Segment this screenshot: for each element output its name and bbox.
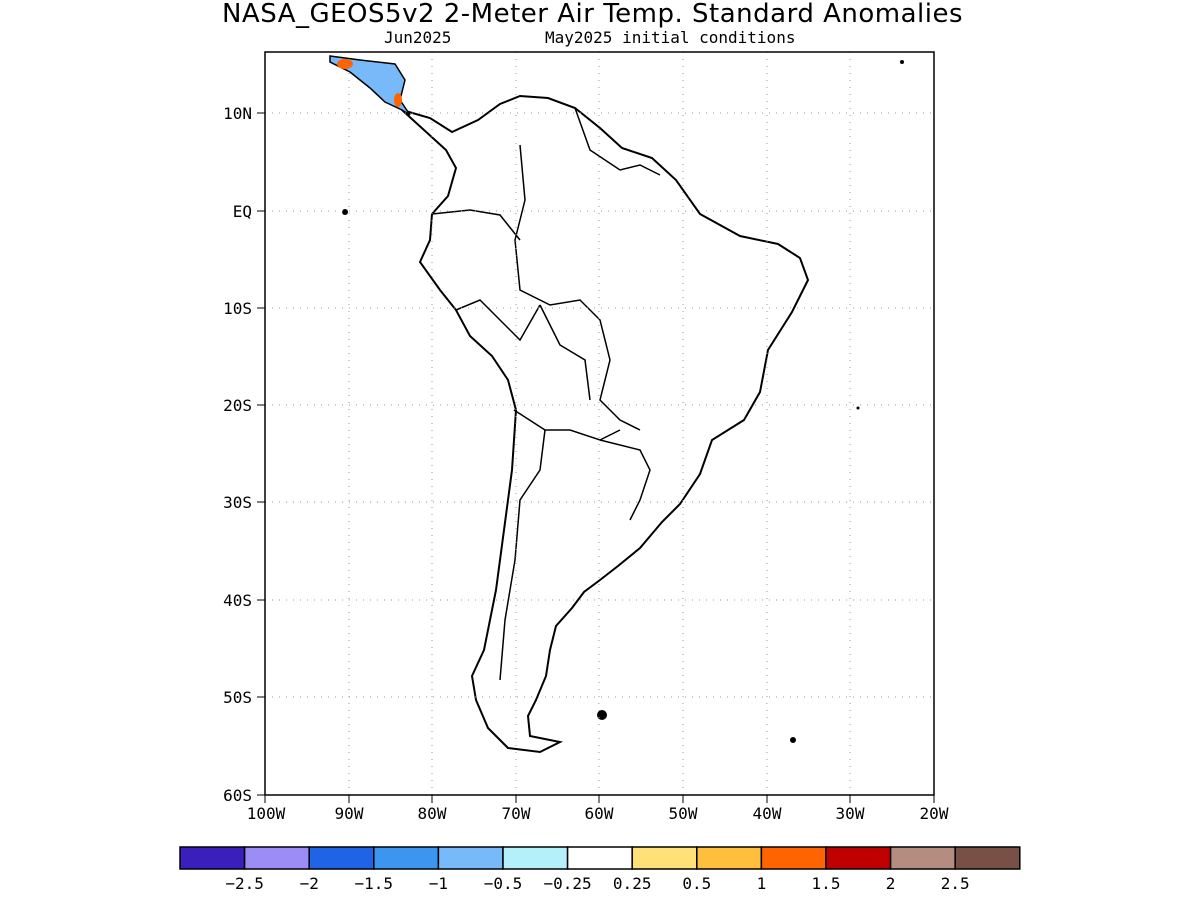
lat-label: 30S [223, 493, 252, 512]
map-area [265, 52, 934, 795]
central-america [329, 55, 411, 116]
lon-label: 80W [418, 804, 447, 823]
lat-label: 20S [223, 396, 252, 415]
legend-tick-label: 1.5 [812, 874, 841, 893]
legend-swatch [696, 846, 763, 870]
lon-label: 60W [585, 804, 614, 823]
legend-tick-label: −1.5 [355, 874, 394, 893]
legend-swatch [825, 846, 892, 870]
lon-label: 20W [920, 804, 949, 823]
legend-tick-label: −2 [300, 874, 319, 893]
legend-swatch [631, 846, 698, 870]
graticule [265, 52, 934, 795]
lat-axis: 10N EQ 10S 20S 30S 40S 50S 60S [223, 104, 265, 805]
lat-label: 40S [223, 591, 252, 610]
legend-tick-label: 2 [886, 874, 896, 893]
lat-label: 10S [223, 299, 252, 318]
lon-label: 50W [669, 804, 698, 823]
legend-tick-label: 1 [757, 874, 767, 893]
lat-label: EQ [233, 202, 252, 221]
legend-tick-label: −0.25 [544, 874, 592, 893]
legend-swatch [760, 846, 827, 870]
lon-label: 30W [836, 804, 865, 823]
legend-swatch [566, 846, 633, 870]
legend-tick-label: −0.5 [484, 874, 523, 893]
country-borders [431, 107, 661, 681]
legend-swatch [308, 846, 375, 870]
lon-label: 70W [502, 804, 531, 823]
target-month-label: Jun2025 [384, 28, 452, 47]
legend-swatch [437, 846, 504, 870]
legend-swatch [179, 846, 246, 870]
lon-axis: 100W 90W 80W 70W 60W 50W 40W 30W 20W [247, 795, 949, 823]
lon-label: 90W [335, 804, 364, 823]
legend-swatch [889, 846, 956, 870]
lat-label: 60S [223, 786, 252, 805]
lat-label: 50S [223, 688, 252, 707]
legend-tick-label: −1 [429, 874, 448, 893]
lat-label: 10N [223, 104, 252, 123]
legend-tick-labels: −2.5 −2 −1.5 −1 −0.5 −0.25 0.25 0.5 1 1.5 2 2.5 [225, 874, 969, 893]
legend-swatch [502, 846, 569, 870]
islands [342, 60, 904, 743]
legend-swatch [373, 846, 440, 870]
legend-swatch [243, 846, 310, 870]
lon-label: 100W [247, 804, 286, 823]
initial-conditions-label: May2025 initial conditions [545, 28, 796, 47]
color-legend: −2.5 −2 −1.5 −1 −0.5 −0.25 0.25 0.5 1 1.5 2 2.5 [179, 846, 1021, 893]
legend-swatches [179, 846, 1021, 870]
legend-tick-label: 0.5 [682, 874, 711, 893]
legend-tick-label: 0.25 [613, 874, 652, 893]
chart-title: NASA_GEOS5v2 2-Meter Air Temp. Standard … [221, 0, 964, 29]
legend-swatch [954, 846, 1021, 870]
lon-label: 40W [753, 804, 782, 823]
legend-tick-label: −2.5 [225, 874, 264, 893]
legend-tick-label: 2.5 [941, 874, 970, 893]
